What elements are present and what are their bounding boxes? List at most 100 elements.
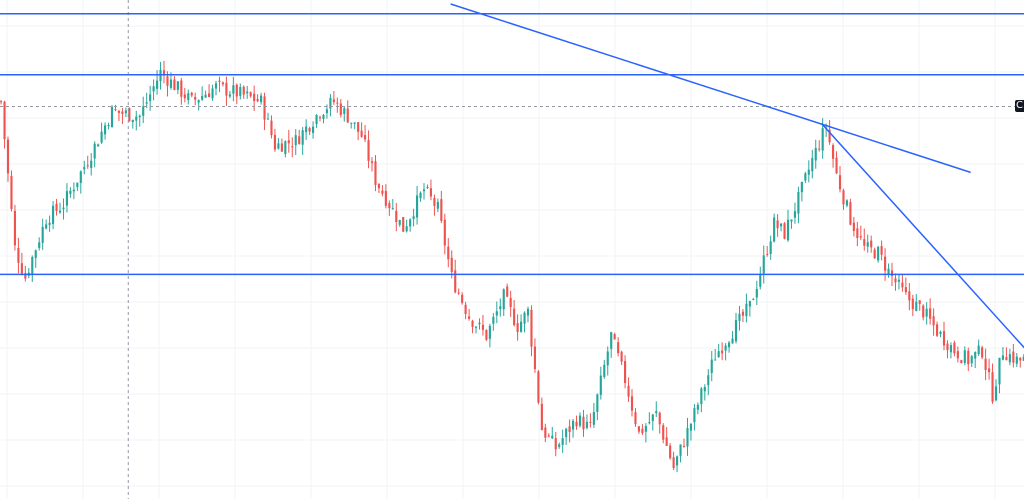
candle-body	[149, 94, 152, 102]
candle-body	[346, 108, 349, 123]
candle-body	[440, 199, 443, 221]
candle-body	[266, 118, 270, 120]
candle-body	[596, 394, 599, 412]
candle-body	[391, 208, 394, 210]
candle-body	[318, 117, 322, 119]
candle-body	[3, 101, 6, 140]
candle-body	[901, 282, 904, 288]
candle-body	[367, 140, 370, 161]
candle-body	[783, 223, 786, 239]
candle-body	[946, 343, 949, 351]
candle-body	[364, 135, 367, 140]
candle-body	[641, 428, 644, 434]
candle-body	[762, 255, 765, 274]
candle-body	[124, 110, 127, 114]
candle-body	[700, 388, 703, 405]
candle-body	[370, 161, 374, 163]
candle-body	[856, 228, 859, 239]
candle-body	[679, 444, 682, 456]
candle-body	[13, 210, 17, 246]
candle-body	[967, 350, 970, 365]
candle-body	[953, 342, 956, 354]
candle-body	[260, 95, 263, 103]
candle-body	[956, 351, 959, 359]
candle-body	[582, 416, 585, 430]
candle-body	[38, 242, 41, 249]
candle-body	[443, 219, 446, 246]
candle-body	[93, 143, 96, 159]
candle-body	[1022, 356, 1024, 361]
candle-body	[169, 79, 173, 88]
candle-body	[436, 201, 439, 209]
candle-body	[682, 445, 686, 447]
candle-body	[104, 125, 107, 135]
candle-body	[1012, 351, 1015, 363]
candle-body	[873, 249, 876, 259]
candle-body	[644, 426, 647, 432]
candle-body	[998, 357, 1001, 385]
candle-body	[322, 114, 325, 119]
candle-body	[807, 169, 810, 175]
candle-body	[513, 308, 516, 326]
candle-body	[929, 308, 932, 319]
candle-body	[395, 210, 398, 222]
candle-body	[835, 157, 838, 174]
candle-body	[800, 181, 803, 193]
candle-body	[294, 135, 297, 146]
candle-body	[731, 338, 734, 344]
candle-body	[842, 190, 845, 205]
candle-body	[658, 412, 661, 425]
candle-body	[426, 187, 429, 189]
candle-body	[343, 108, 346, 114]
candle-body	[676, 456, 679, 466]
candle-body	[485, 329, 488, 340]
candle-body	[918, 300, 921, 304]
candle-body	[280, 143, 283, 152]
candle-body	[991, 372, 994, 402]
candle-body	[90, 160, 93, 169]
candle-body	[558, 444, 561, 447]
candle-body	[114, 109, 117, 111]
candle-body	[20, 263, 23, 274]
candle-body	[551, 435, 554, 439]
candle-body	[637, 426, 641, 432]
candle-body	[31, 257, 34, 274]
candle-body	[568, 426, 571, 433]
candle-body	[786, 219, 790, 241]
candle-body	[235, 84, 238, 97]
candle-body	[211, 88, 214, 99]
candle-body	[897, 279, 901, 282]
candle-body	[83, 167, 86, 170]
candle-body	[350, 122, 353, 124]
candle-body	[107, 125, 110, 127]
candle-body	[526, 308, 530, 316]
candle-body	[384, 190, 387, 206]
candle-body	[117, 110, 121, 113]
candle-body	[665, 437, 668, 446]
candle-body	[932, 316, 935, 326]
candle-body	[755, 288, 758, 298]
candle-body	[672, 457, 675, 468]
candle-body	[287, 140, 290, 144]
candle-body	[610, 332, 613, 349]
candle-body	[214, 83, 218, 89]
candle-body	[599, 375, 602, 396]
candle-body	[634, 412, 637, 425]
candle-body	[606, 351, 609, 366]
candle-body	[721, 350, 724, 354]
candle-body	[239, 87, 242, 96]
candle-body	[981, 347, 984, 358]
candle-body	[263, 96, 266, 120]
candle-body	[128, 108, 131, 122]
candle-body	[984, 358, 987, 370]
candle-body	[218, 80, 221, 82]
candle-body	[194, 96, 197, 100]
candle-body	[284, 141, 287, 155]
candle-body	[838, 175, 842, 190]
candle-body	[922, 305, 925, 318]
candle-body	[540, 403, 543, 431]
candle-body	[530, 309, 533, 347]
